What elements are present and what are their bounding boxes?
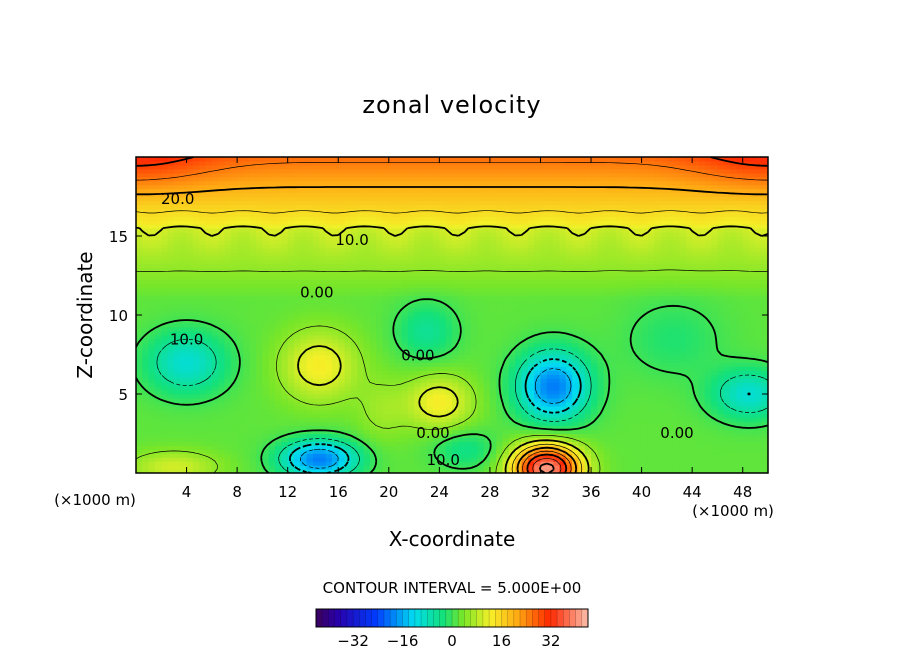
colorbar-tick-label: 32: [541, 632, 560, 650]
contour-line: [136, 186, 768, 473]
colorbar-segment: [464, 609, 471, 627]
x-tick-label: 20: [379, 483, 398, 501]
contour-label: 0.00: [416, 424, 449, 442]
y-axis: 5 10 15: [109, 228, 768, 404]
contour-line: [136, 225, 768, 473]
colorbar-tick-label: 16: [492, 632, 511, 650]
colorbar-segment: [427, 609, 434, 627]
colorbar-segment: [414, 609, 422, 627]
colorbar-segment: [433, 609, 441, 627]
contour-label: 10.0: [335, 231, 368, 249]
contour-interval-text: CONTOUR INTERVAL = 5.000E+00: [323, 579, 582, 597]
colorbar-segment: [538, 609, 546, 627]
colorbar-segment: [390, 609, 397, 627]
colorbar-segment: [501, 609, 509, 627]
colorbar-segment: [396, 609, 403, 627]
colorbar-segment: [563, 609, 570, 627]
contour-lines: [136, 157, 768, 473]
colorbar-tick-label: 0: [447, 632, 457, 650]
contour-line: [299, 368, 572, 469]
x-tick-label: 32: [531, 483, 550, 501]
x-axis-label: X-coordinate: [389, 527, 516, 551]
colorbar-ticks: −32 −16 0 16 32: [337, 632, 560, 650]
x-tick-label: 8: [232, 483, 242, 501]
contour-line: [136, 298, 768, 473]
colorbar-segment: [384, 609, 391, 627]
colorbar-segment: [346, 609, 354, 627]
colorbar-segment: [550, 609, 558, 627]
colorbar-segment: [359, 609, 366, 627]
colorbar-segment: [377, 609, 385, 627]
colorbar-segment: [328, 609, 335, 627]
y-tick-label: 10: [109, 307, 128, 325]
colorbar-segment: [581, 609, 589, 627]
x-axis: 4 8 12 16 20 24 28 32 36 40 44 48: [182, 157, 752, 501]
x-tick-label: 28: [480, 483, 499, 501]
x-unit-right: (×1000 m): [692, 502, 774, 520]
colorbar-segment: [316, 609, 323, 627]
colorbar-tick-label: −16: [387, 632, 419, 650]
colorbar-segment: [575, 609, 583, 627]
x-tick-label: 12: [278, 483, 297, 501]
contour-line: [136, 269, 768, 473]
colorbar-segment: [445, 609, 453, 627]
contour-line: [289, 358, 751, 473]
x-tick-label: 24: [430, 483, 449, 501]
contour-label: 0.00: [401, 347, 434, 365]
x-tick-label: 48: [733, 483, 752, 501]
x-tick-label: 16: [329, 483, 348, 501]
colorbar-segment: [513, 609, 521, 627]
x-tick-label: 4: [182, 483, 192, 501]
contour-line: [156, 338, 768, 473]
contour-line: [136, 210, 768, 473]
colorbar-segment: [439, 609, 447, 627]
colorbar-segment: [520, 609, 527, 627]
colorbar-segment: [489, 609, 496, 627]
colorbar-segment: [557, 609, 564, 627]
x-tick-label: 36: [581, 483, 600, 501]
colorbar-segment: [340, 609, 348, 627]
colorbar-segment: [322, 609, 329, 627]
colorbar-segment: [353, 609, 360, 627]
colorbar-segment: [482, 609, 490, 627]
contour-label: 0.00: [660, 424, 693, 442]
chart-title: zonal velocity: [362, 91, 541, 119]
contour-line: [136, 161, 768, 473]
colorbar-segment: [495, 609, 502, 627]
colorbar-tick-label: −32: [337, 632, 369, 650]
colorbar-segment: [408, 609, 416, 627]
contour-label: 20.0: [161, 190, 194, 208]
colorbar-segment: [532, 609, 539, 627]
colorbar: [316, 609, 589, 627]
colorbar-segment: [402, 609, 410, 627]
colorbar-segment: [421, 609, 428, 627]
contour-line: [532, 457, 562, 473]
colorbar-segment: [544, 609, 552, 627]
colorbar-segment: [365, 609, 373, 627]
colorbar-segment: [334, 609, 342, 627]
y-tick-label: 15: [109, 228, 128, 246]
contour-label: 0.00: [300, 283, 333, 301]
contour-label: 10.0: [426, 451, 459, 469]
x-unit-left: (×1000 m): [54, 491, 136, 509]
y-tick-label: 5: [118, 386, 128, 404]
colorbar-segment: [476, 609, 484, 627]
y-axis-label: Z-coordinate: [73, 251, 97, 378]
x-tick-label: 40: [632, 483, 651, 501]
colorbar-segment: [470, 609, 478, 627]
colorbar-segment: [569, 609, 577, 627]
colorbar-segment: [507, 609, 515, 627]
colorbar-segment: [371, 609, 379, 627]
colorbar-frame: [315, 608, 589, 628]
x-tick-label: 44: [683, 483, 702, 501]
colorbar-segment: [458, 609, 465, 627]
contour-labels: 20.0 10.0 0.00 10.0 0.00 0.00 10.0 0.00: [161, 190, 694, 469]
contour-label: 10.0: [170, 331, 203, 349]
colorbar-segment: [452, 609, 459, 627]
colorbar-segment: [526, 609, 533, 627]
